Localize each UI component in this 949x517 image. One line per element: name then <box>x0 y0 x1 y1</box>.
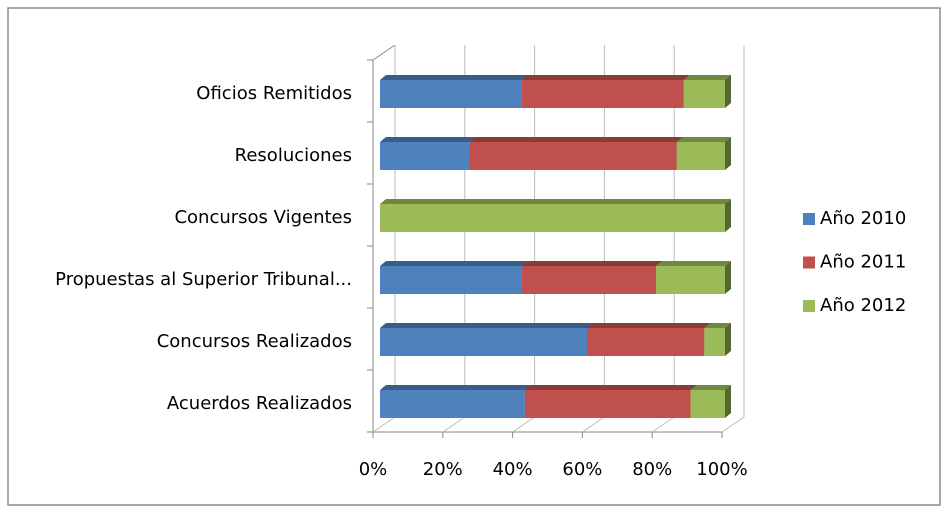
bar-top <box>380 137 476 142</box>
grid-line <box>582 416 605 433</box>
bar-top <box>656 261 731 266</box>
bar-top <box>380 323 593 328</box>
bar-top <box>380 199 731 204</box>
legend-label: Año 2010 <box>820 208 906 229</box>
legend-label: Año 2011 <box>820 252 906 273</box>
bar <box>380 390 525 418</box>
y-tick-label: Concursos Vigentes <box>174 207 352 228</box>
x-tick-label: 20% <box>423 459 463 480</box>
x-tick-label: 80% <box>632 459 672 480</box>
y-tick-label: Concursos Realizados <box>157 331 352 352</box>
bar-side <box>725 137 731 170</box>
bar-side <box>725 75 731 108</box>
bar-top <box>524 385 697 390</box>
grid-line <box>651 416 675 433</box>
bar-side <box>725 261 731 294</box>
bar-top <box>469 137 683 142</box>
legend-swatch <box>803 300 815 312</box>
grid-line <box>372 416 396 433</box>
bar-top <box>521 261 662 266</box>
bar-top <box>380 261 528 266</box>
bar <box>380 142 470 170</box>
bar-top <box>690 385 731 390</box>
bar-side <box>725 385 731 418</box>
bar <box>524 390 691 418</box>
bar-side <box>725 199 731 232</box>
bar <box>521 80 684 108</box>
bar <box>587 328 705 356</box>
bar-top <box>676 137 731 142</box>
y-tick-label: Acuerdos Realizados <box>167 393 352 414</box>
bar-top <box>380 385 531 390</box>
bar <box>683 80 725 108</box>
bar <box>676 142 725 170</box>
x-tick-label: 100% <box>696 459 747 480</box>
bar <box>704 328 725 356</box>
legend-label: Año 2012 <box>820 295 906 316</box>
bar <box>469 142 677 170</box>
grid-line <box>721 416 745 433</box>
bar-top <box>683 75 731 80</box>
y-tick-label: Propuestas al Superior Tribunal... <box>55 269 352 290</box>
bar-top <box>704 323 731 328</box>
bar <box>380 328 587 356</box>
bar <box>521 266 656 294</box>
bar <box>656 266 725 294</box>
x-tick-label: 60% <box>562 459 602 480</box>
bar <box>380 266 522 294</box>
grid-line <box>442 416 466 433</box>
x-tick-label: 40% <box>493 459 533 480</box>
bar-top <box>587 323 711 328</box>
legend-swatch <box>803 213 815 225</box>
bar-side <box>725 323 731 356</box>
bar-top <box>380 75 528 80</box>
bar <box>690 390 725 418</box>
bar <box>380 204 725 232</box>
axis-line <box>372 44 396 61</box>
x-tick-label: 0% <box>359 459 388 480</box>
grid-line <box>512 416 535 433</box>
legend-swatch <box>803 256 815 269</box>
y-tick-label: Resoluciones <box>235 145 352 166</box>
bar <box>380 80 522 108</box>
bar-top <box>521 75 690 80</box>
y-tick-label: Oficios Remitidos <box>196 83 352 104</box>
